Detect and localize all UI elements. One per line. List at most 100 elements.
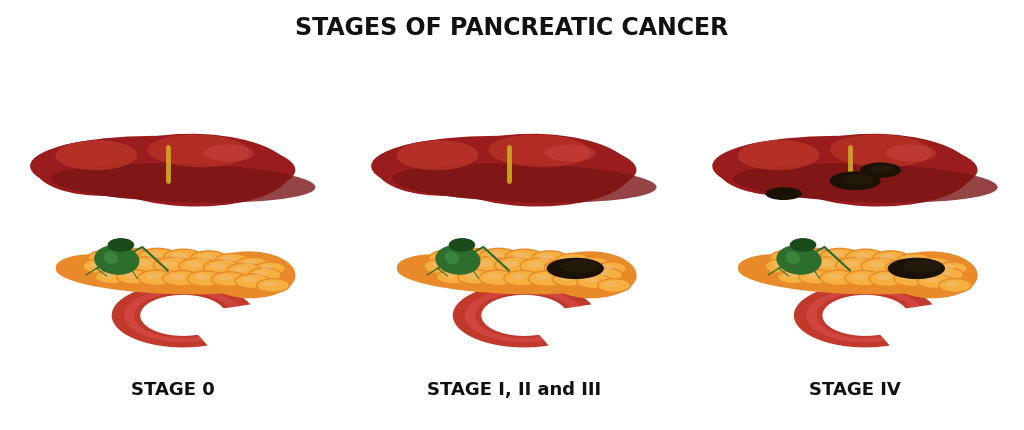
Polygon shape [124,289,239,342]
Circle shape [511,273,526,280]
Circle shape [904,256,918,262]
Circle shape [164,249,203,265]
Circle shape [897,253,932,268]
Polygon shape [465,289,580,342]
Circle shape [117,270,152,284]
Ellipse shape [444,251,459,264]
Circle shape [575,266,589,272]
Ellipse shape [737,140,819,170]
Circle shape [937,271,950,276]
Circle shape [852,273,867,280]
Ellipse shape [435,245,480,275]
Circle shape [505,249,544,265]
Circle shape [604,281,617,287]
Circle shape [945,281,958,287]
Circle shape [204,260,241,275]
Ellipse shape [396,140,478,170]
Circle shape [799,270,834,284]
Circle shape [939,279,972,292]
Ellipse shape [545,251,637,298]
Circle shape [828,252,844,258]
Text: STAGES OF PANCREATIC CANCER: STAGES OF PANCREATIC CANCER [295,16,729,40]
Circle shape [95,270,128,284]
Circle shape [827,273,843,280]
Circle shape [894,272,929,286]
Circle shape [113,261,128,267]
Circle shape [454,261,469,267]
Ellipse shape [108,238,134,252]
Circle shape [219,275,232,280]
Circle shape [553,272,588,286]
Circle shape [257,279,290,292]
Circle shape [784,273,797,278]
Circle shape [893,263,908,269]
Circle shape [877,274,892,280]
Circle shape [786,257,825,273]
Circle shape [458,270,493,284]
Ellipse shape [860,163,901,178]
Circle shape [222,256,236,262]
Circle shape [486,273,502,280]
Circle shape [773,261,787,268]
Ellipse shape [886,144,937,162]
Ellipse shape [51,163,315,203]
Circle shape [520,258,559,274]
Ellipse shape [562,260,599,273]
Circle shape [925,277,938,283]
Circle shape [101,273,115,278]
Ellipse shape [843,174,873,185]
Circle shape [436,253,452,259]
Circle shape [901,275,914,280]
Circle shape [83,258,120,274]
Ellipse shape [790,238,816,252]
Polygon shape [112,283,250,347]
Ellipse shape [147,135,249,167]
Ellipse shape [449,238,475,252]
Circle shape [190,251,227,266]
Ellipse shape [35,140,168,196]
Circle shape [818,260,834,267]
Circle shape [598,279,631,292]
Circle shape [806,273,820,278]
Ellipse shape [765,187,802,200]
Circle shape [263,281,276,287]
Circle shape [121,252,136,258]
Circle shape [886,260,923,275]
Circle shape [261,264,273,270]
Ellipse shape [738,254,819,283]
Ellipse shape [397,254,478,283]
Ellipse shape [204,144,255,162]
Ellipse shape [829,172,881,190]
Circle shape [777,270,810,284]
Circle shape [528,271,565,286]
Ellipse shape [488,135,591,167]
Circle shape [795,248,834,264]
Ellipse shape [94,245,139,275]
Circle shape [186,261,203,268]
Circle shape [596,271,609,276]
Circle shape [820,248,859,264]
Circle shape [602,264,614,270]
Circle shape [577,274,611,289]
Circle shape [255,262,286,275]
Circle shape [154,257,193,273]
Circle shape [836,257,874,273]
Circle shape [255,271,268,276]
Circle shape [436,270,469,284]
Ellipse shape [717,140,850,196]
Text: STAGE I, II and III: STAGE I, II and III [427,381,601,399]
Ellipse shape [903,260,940,273]
Ellipse shape [545,144,596,162]
Polygon shape [806,289,921,342]
Polygon shape [453,283,592,347]
Ellipse shape [30,136,295,200]
Circle shape [179,258,218,274]
Circle shape [943,264,955,270]
Circle shape [765,258,802,274]
Ellipse shape [870,165,895,173]
Circle shape [465,273,478,278]
Circle shape [578,257,610,271]
Polygon shape [794,283,933,347]
Ellipse shape [776,245,821,275]
Circle shape [568,263,603,278]
